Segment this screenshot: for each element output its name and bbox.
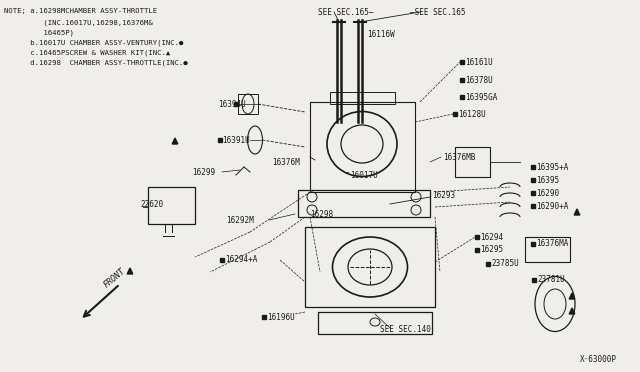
Text: 16290: 16290 bbox=[536, 189, 559, 198]
Bar bbox=[218, 138, 222, 142]
Text: 23781U: 23781U bbox=[537, 276, 564, 285]
Text: 16290+A: 16290+A bbox=[536, 202, 568, 211]
Text: 16391U: 16391U bbox=[222, 135, 250, 144]
Text: 16161U: 16161U bbox=[465, 58, 493, 67]
Text: d.16298  CHAMBER ASSY-THROTTLE(INC.●: d.16298 CHAMBER ASSY-THROTTLE(INC.● bbox=[4, 59, 188, 65]
Text: 16292M: 16292M bbox=[226, 215, 253, 224]
Text: SEE SEC.165—: SEE SEC.165— bbox=[318, 8, 374, 17]
Bar bbox=[531, 204, 535, 208]
Text: 16376M: 16376M bbox=[272, 157, 300, 167]
Bar bbox=[475, 235, 479, 239]
Text: —SEE SEC.165: —SEE SEC.165 bbox=[410, 8, 465, 17]
Bar bbox=[453, 112, 457, 116]
Polygon shape bbox=[574, 209, 580, 215]
Bar bbox=[531, 165, 535, 169]
Bar bbox=[531, 178, 535, 182]
Text: NOTE; a.16298MCHAMBER ASSY-THROTTLE: NOTE; a.16298MCHAMBER ASSY-THROTTLE bbox=[4, 8, 157, 14]
Text: 22620: 22620 bbox=[140, 199, 163, 208]
Text: 16394U: 16394U bbox=[218, 99, 246, 109]
Text: 16376MA: 16376MA bbox=[536, 240, 568, 248]
Text: 16465P): 16465P) bbox=[4, 29, 74, 35]
Bar bbox=[531, 191, 535, 195]
Text: 16376MB: 16376MB bbox=[443, 153, 476, 161]
Bar bbox=[460, 95, 464, 99]
Bar bbox=[220, 258, 224, 262]
Bar bbox=[475, 248, 479, 252]
Text: 16128U: 16128U bbox=[458, 109, 486, 119]
Text: 16293: 16293 bbox=[432, 190, 455, 199]
Text: 16294+A: 16294+A bbox=[225, 256, 257, 264]
Polygon shape bbox=[172, 138, 178, 144]
Polygon shape bbox=[127, 268, 133, 274]
Polygon shape bbox=[569, 308, 575, 314]
Text: 16299: 16299 bbox=[192, 167, 215, 176]
Text: b.16017U CHAMBER ASSY-VENTURY(INC.●: b.16017U CHAMBER ASSY-VENTURY(INC.● bbox=[4, 39, 184, 45]
Text: (INC.16017U,16298,16376M&: (INC.16017U,16298,16376M& bbox=[4, 19, 153, 26]
Text: 16395+A: 16395+A bbox=[536, 163, 568, 171]
Text: 16378U: 16378U bbox=[465, 76, 493, 84]
Text: 16395GA: 16395GA bbox=[465, 93, 497, 102]
Polygon shape bbox=[569, 293, 575, 299]
Text: 16294: 16294 bbox=[480, 232, 503, 241]
Bar bbox=[460, 60, 464, 64]
Text: SEE SEC.140: SEE SEC.140 bbox=[380, 326, 431, 334]
Text: 16395: 16395 bbox=[536, 176, 559, 185]
Text: X·63000P: X·63000P bbox=[580, 356, 617, 365]
Text: 16116W: 16116W bbox=[367, 30, 395, 39]
Text: 23785U: 23785U bbox=[491, 260, 519, 269]
Bar bbox=[460, 78, 464, 82]
Text: FRONT: FRONT bbox=[102, 267, 127, 290]
Text: 16196U: 16196U bbox=[267, 312, 295, 321]
Text: 16017U: 16017U bbox=[350, 170, 378, 180]
Bar bbox=[532, 278, 536, 282]
Text: 16298: 16298 bbox=[310, 209, 333, 218]
Bar bbox=[486, 262, 490, 266]
Text: c.16465PSCREW & WASHER KIT(INC.▲: c.16465PSCREW & WASHER KIT(INC.▲ bbox=[4, 49, 170, 55]
Bar bbox=[262, 315, 266, 319]
Bar bbox=[531, 242, 535, 246]
Text: 16295: 16295 bbox=[480, 246, 503, 254]
Bar bbox=[234, 102, 238, 106]
